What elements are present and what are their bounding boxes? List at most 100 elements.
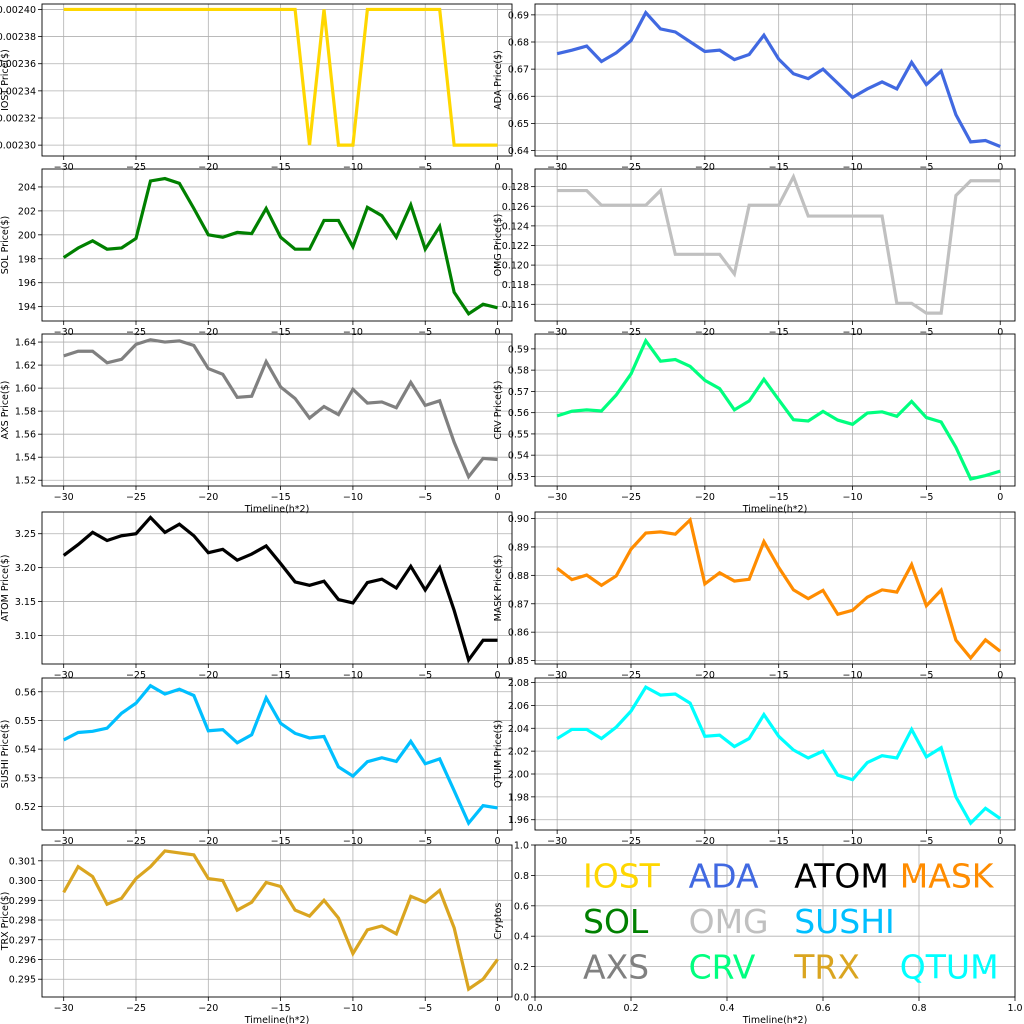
y-tick-label: 2.00: [508, 770, 529, 781]
x-tick-label: −5: [418, 327, 432, 338]
series-line: [556, 516, 1002, 661]
x-tick-label: 1.0: [1007, 1003, 1022, 1014]
x-tick-label: −20: [198, 1003, 218, 1014]
legend-word-iost: IOST: [583, 856, 661, 895]
x-tick-label: −5: [418, 492, 432, 503]
y-tick-label: 0.296: [9, 955, 36, 966]
legend-word-qtum: QTUM: [900, 948, 999, 987]
axes-frame: [534, 677, 1016, 831]
y-tick-label: 0.56: [15, 687, 36, 698]
y-tick-label: 0.298: [9, 916, 36, 927]
y-axis-label: ADA Price($): [493, 50, 504, 110]
y-tick-label: 0.57: [508, 387, 529, 398]
x-tick-label: −5: [418, 670, 432, 681]
axes-frame: [534, 168, 1016, 322]
x-tick-label: −30: [547, 162, 567, 173]
subplot-0: −30 −25 −20 −15 −10 −5 0 0.00230 0.00232 0.00234 0…: [0, 3, 513, 173]
x-tick-label: 0: [997, 327, 1003, 338]
x-tick-label: −10: [843, 162, 863, 173]
x-tick-label: −25: [621, 492, 641, 503]
x-tick-label: 0: [997, 162, 1003, 173]
x-tick-label: −5: [919, 836, 933, 847]
subplot-11: 0.0 0.2 0.4 0.6 0.8 1.0 0.0 0.2 0.4 0.6 0.8 1.0 IOST…: [493, 841, 1023, 1024]
y-tick-label: 0.86: [508, 628, 529, 639]
x-tick-label: −5: [418, 1003, 432, 1014]
axes-frame: [41, 844, 513, 998]
x-tick-label: 0: [495, 1003, 501, 1014]
x-tick-label: −30: [547, 670, 567, 681]
legend-word-atom: ATOM: [794, 856, 889, 895]
y-axis-label: TRX Price($): [0, 892, 11, 952]
x-tick-label: −15: [769, 162, 789, 173]
subplot-9: −30 −25 −20 −15 −10 −5 0 1.96 1.98 2.00 2.02 2.04 2.…: [493, 677, 1016, 847]
subplot-7: −30 −25 −20 −15 −10 −5 0 0.85 0.86 0.87 0.88 0.89 0.…: [493, 511, 1016, 681]
subplot-6: −30 −25 −20 −15 −10 −5 0 3.10 3.15 3.20 3.25 ATOM P…: [0, 511, 513, 681]
y-tick-label: 0.54: [508, 451, 529, 462]
x-tick-label: −20: [695, 836, 715, 847]
axes-frame: [534, 511, 1016, 665]
x-tick-label: −10: [343, 492, 363, 503]
x-tick-label: −10: [843, 836, 863, 847]
y-tick-label: 0.0: [514, 993, 529, 1004]
x-tick-label: 0: [495, 836, 501, 847]
y-tick-label: 0.128: [502, 182, 529, 193]
x-tick-label: −20: [695, 162, 715, 173]
y-tick-label: 0.126: [502, 202, 529, 213]
x-tick-label: −15: [271, 836, 291, 847]
y-tick-label: 0.124: [502, 221, 529, 232]
legend-word-axs: AXS: [583, 948, 649, 987]
x-tick-label: −25: [621, 836, 641, 847]
y-tick-label: 0.300: [9, 876, 36, 887]
x-tick-label: −15: [769, 492, 789, 503]
y-tick-label: 0.122: [502, 241, 529, 252]
x-tick-label: −10: [843, 670, 863, 681]
y-tick-label: 1.64: [15, 338, 36, 349]
y-tick-label: 204: [18, 182, 36, 193]
x-tick-label: −20: [695, 492, 715, 503]
x-tick-label: −25: [126, 1003, 146, 1014]
x-tick-label: −15: [271, 327, 291, 338]
y-tick-label: 0.90: [508, 514, 529, 525]
y-tick-label: 0.69: [508, 10, 529, 21]
x-tick-label: 0.6: [815, 1003, 830, 1014]
y-tick-label: 0.00238: [0, 32, 36, 43]
legend-word-mask: MASK: [900, 856, 995, 895]
x-axis-label: Timeline(h*2): [244, 1015, 310, 1024]
y-tick-label: 3.15: [15, 597, 36, 608]
y-tick-label: 0.65: [508, 119, 529, 130]
y-tick-label: 0.118: [502, 280, 529, 291]
x-tick-label: −30: [54, 836, 74, 847]
y-tick-label: 0.116: [502, 300, 529, 311]
legend-word-sushi: SUSHI: [794, 902, 895, 941]
y-tick-label: 194: [18, 302, 36, 313]
legend-word-sol: SOL: [583, 902, 649, 941]
x-tick-label: −30: [54, 327, 74, 338]
x-tick-label: −5: [919, 492, 933, 503]
series-line: [556, 337, 1001, 481]
x-tick-label: 0.0: [527, 1003, 542, 1014]
x-tick-label: −5: [418, 836, 432, 847]
y-tick-label: 3.25: [15, 529, 36, 540]
x-axis-label: Timeline(h*2): [742, 504, 808, 515]
x-axis-label: Timeline(h*2): [742, 1015, 808, 1024]
y-tick-label: 0.89: [508, 542, 529, 553]
axes-frame: [41, 511, 513, 665]
subplot-1: −30 −25 −20 −15 −10 −5 0 0.64 0.65 0.66 0.67 0.68 0.…: [493, 3, 1016, 173]
y-tick-label: 0.53: [15, 773, 36, 784]
axes-frame: [41, 168, 513, 322]
x-tick-label: −25: [621, 670, 641, 681]
y-tick-label: 0.68: [508, 38, 529, 49]
y-tick-label: 1.60: [15, 384, 36, 395]
x-tick-label: −25: [126, 670, 146, 681]
series-line: [62, 683, 498, 827]
series-line: [63, 7, 498, 147]
series-line: [63, 338, 498, 480]
x-tick-label: −25: [126, 327, 146, 338]
subplot-3: −30 −25 −20 −15 −10 −5 0 0.116 0.118 0.120 0.122 0.…: [493, 168, 1016, 338]
x-tick-label: 0: [495, 162, 501, 173]
y-tick-label: 0.67: [508, 65, 529, 76]
x-tick-label: −30: [547, 327, 567, 338]
x-tick-label: −20: [198, 670, 218, 681]
x-tick-label: −25: [621, 327, 641, 338]
